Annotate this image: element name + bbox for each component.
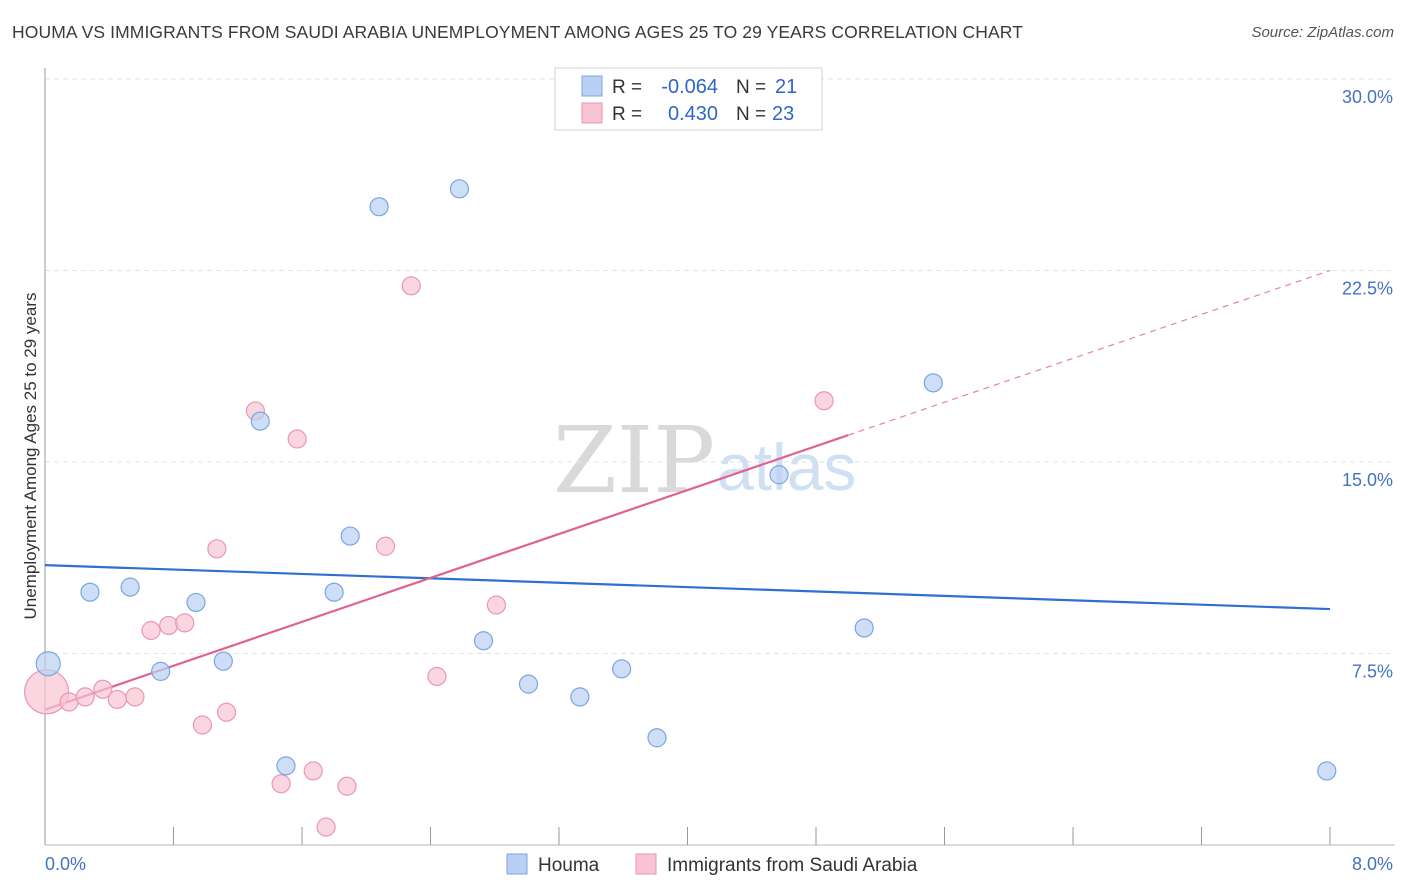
correlation-legend: R = -0.064 N = 21 R = 0.430 N = 23 xyxy=(554,67,823,131)
houma-point xyxy=(324,582,344,602)
saudi-point xyxy=(141,620,161,641)
houma-point xyxy=(570,687,590,707)
houma-point xyxy=(340,526,360,546)
legend-saudi-label: Immigrants from Saudi Arabia xyxy=(667,855,918,876)
houma-point xyxy=(213,651,233,671)
houma-point xyxy=(518,674,539,694)
legend-n-label-1: N = xyxy=(736,77,766,98)
legend-swatch-houma-bottom xyxy=(506,853,528,875)
houma-point xyxy=(612,659,632,679)
houma-point xyxy=(276,756,296,776)
series-legend: Houma Immigrants from Saudi Arabia xyxy=(506,853,918,876)
saudi-point xyxy=(59,692,79,712)
legend-n-label-2: N = xyxy=(736,104,766,125)
saudi-point xyxy=(75,687,95,707)
saudi-point xyxy=(271,774,291,794)
houma-point xyxy=(854,618,874,638)
houma-point xyxy=(186,592,206,613)
houma-point xyxy=(473,631,494,651)
x-tick-label: 8.0% xyxy=(1352,854,1393,874)
houma-point xyxy=(369,197,389,217)
saudi-point xyxy=(287,429,307,449)
legend-r-label-1: R = xyxy=(612,77,642,98)
houma-point xyxy=(769,465,789,485)
legend-houma-label: Houma xyxy=(538,855,600,876)
saudi-trend-line xyxy=(44,434,849,711)
legend-swatch-houma xyxy=(581,75,603,97)
saudi-point xyxy=(814,391,834,411)
houma-point xyxy=(923,373,943,393)
data-points xyxy=(24,179,1337,837)
saudi-point xyxy=(316,817,336,837)
houma-point xyxy=(35,651,61,677)
legend-n-value-1: 21 xyxy=(775,76,797,98)
saudi-point xyxy=(401,276,421,296)
y-tick-label: 7.5% xyxy=(1352,662,1393,682)
saudi-point xyxy=(159,615,179,636)
saudi-point xyxy=(107,689,127,710)
houma-trend-line xyxy=(44,564,1331,611)
saudi-point xyxy=(337,776,357,796)
watermark-atlas: atlas xyxy=(717,430,856,504)
saudi-point xyxy=(216,702,237,722)
y-axis-label: Unemployment Among Ages 25 to 29 years xyxy=(21,293,40,620)
gridlines xyxy=(45,78,1395,654)
legend-r-value-2: 0.430 xyxy=(668,103,718,125)
axes xyxy=(44,68,1395,846)
trend-lines xyxy=(44,269,1331,711)
saudi-point xyxy=(375,536,396,556)
houma-point xyxy=(647,728,667,748)
legend-swatch-saudi xyxy=(581,102,603,124)
watermark: ZIP atlas xyxy=(553,407,856,514)
source-label: Source: ZipAtlas.com xyxy=(1251,24,1394,41)
houma-point xyxy=(120,577,140,597)
saudi-point xyxy=(125,687,145,707)
saudi-point xyxy=(207,539,227,559)
legend-r-label-2: R = xyxy=(612,104,642,125)
chart-title: HOUMA VS IMMIGRANTS FROM SAUDI ARABIA UN… xyxy=(12,22,1024,42)
houma-point xyxy=(449,179,470,199)
houma-point xyxy=(151,661,171,681)
saudi-point xyxy=(303,761,323,781)
houma-point xyxy=(250,411,270,431)
saudi-point xyxy=(486,595,506,615)
saudi-point xyxy=(427,666,447,687)
legend-r-value-1: -0.064 xyxy=(661,76,718,98)
x-tick-labels: 0.0% 8.0% xyxy=(45,854,1393,874)
houma-point xyxy=(1317,761,1337,781)
watermark-zip: ZIP xyxy=(553,407,715,514)
y-tick-label: 30.0% xyxy=(1342,87,1393,107)
x-tick-label: 0.0% xyxy=(45,854,86,874)
houma-point xyxy=(80,582,100,602)
y-tick-labels: 7.5% 15.0% 22.5% 30.0% xyxy=(1342,87,1393,682)
y-tick-label: 15.0% xyxy=(1342,470,1393,490)
saudi-point xyxy=(175,613,195,633)
saudi-point xyxy=(192,715,213,735)
legend-n-value-2: 23 xyxy=(772,103,794,125)
y-tick-label: 22.5% xyxy=(1342,279,1393,299)
saudi-point xyxy=(93,679,113,699)
legend-swatch-saudi-bottom xyxy=(635,853,657,875)
saudi-trend-extension xyxy=(847,269,1331,436)
